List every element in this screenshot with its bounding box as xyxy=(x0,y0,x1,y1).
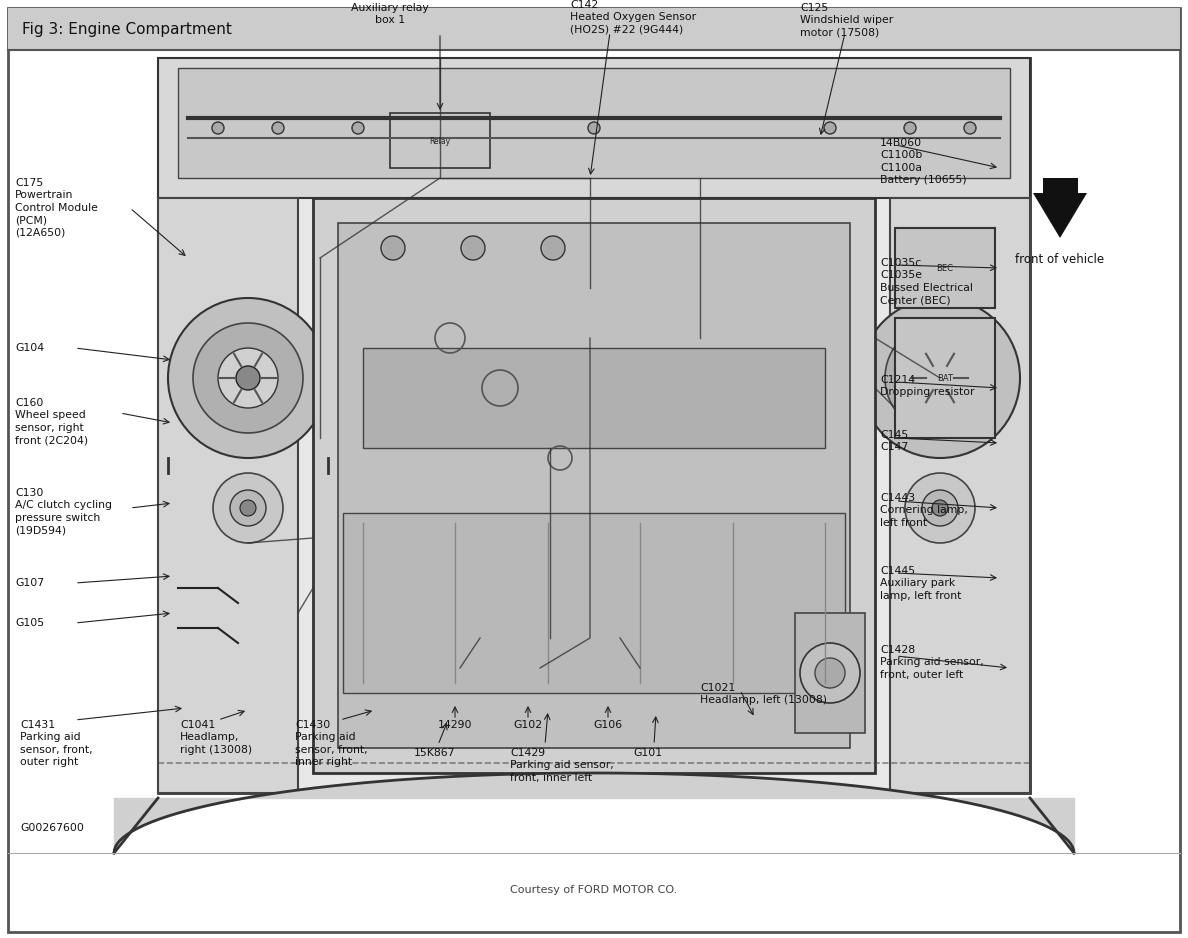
Text: G105: G105 xyxy=(15,618,44,628)
Text: C1431
Parking aid
sensor, front,
outer right: C1431 Parking aid sensor, front, outer r… xyxy=(20,720,93,767)
Text: 15K867: 15K867 xyxy=(415,748,456,758)
Circle shape xyxy=(211,122,225,134)
Text: C1445
Auxiliary park
lamp, left front: C1445 Auxiliary park lamp, left front xyxy=(880,566,961,601)
Text: BAT: BAT xyxy=(937,373,953,383)
FancyBboxPatch shape xyxy=(1043,178,1078,193)
Text: C1041
Headlamp,
right (13008): C1041 Headlamp, right (13008) xyxy=(181,720,252,755)
Text: G104: G104 xyxy=(15,343,44,353)
Text: C125
Windshield wiper
motor (17508): C125 Windshield wiper motor (17508) xyxy=(800,3,893,38)
Circle shape xyxy=(461,236,485,260)
Text: G106: G106 xyxy=(594,720,623,730)
Text: C130
A/C clutch cycling
pressure switch
(19D594): C130 A/C clutch cycling pressure switch … xyxy=(15,488,112,536)
Circle shape xyxy=(192,323,303,433)
Circle shape xyxy=(236,366,260,390)
Text: G107: G107 xyxy=(15,578,44,588)
Circle shape xyxy=(824,122,836,134)
Text: Courtesy of FORD MOTOR CO.: Courtesy of FORD MOTOR CO. xyxy=(511,885,677,895)
Circle shape xyxy=(213,473,283,543)
Text: G00267600: G00267600 xyxy=(20,823,84,833)
Circle shape xyxy=(815,658,845,688)
Text: Auxiliary relay
box 1: Auxiliary relay box 1 xyxy=(352,3,429,25)
Circle shape xyxy=(272,122,284,134)
Text: C1443
Cornering lamp,
left front: C1443 Cornering lamp, left front xyxy=(880,493,968,528)
FancyBboxPatch shape xyxy=(339,223,849,748)
Text: C1430
Parking aid
sensor, front,
inner right: C1430 Parking aid sensor, front, inner r… xyxy=(295,720,367,767)
Text: C145
C147: C145 C147 xyxy=(880,430,909,452)
Text: Relay: Relay xyxy=(429,137,450,145)
FancyBboxPatch shape xyxy=(895,228,996,308)
Circle shape xyxy=(904,122,916,134)
Circle shape xyxy=(933,500,948,516)
Text: C160
Wheel speed
sensor, right
front (2C204): C160 Wheel speed sensor, right front (2C… xyxy=(15,398,88,446)
Circle shape xyxy=(905,473,975,543)
Polygon shape xyxy=(890,198,1030,793)
FancyBboxPatch shape xyxy=(343,513,845,693)
Circle shape xyxy=(240,500,255,516)
Text: G102: G102 xyxy=(513,720,543,730)
FancyBboxPatch shape xyxy=(390,113,489,168)
Circle shape xyxy=(860,298,1020,458)
FancyBboxPatch shape xyxy=(158,58,1030,198)
Text: Fig 3: Engine Compartment: Fig 3: Engine Compartment xyxy=(23,22,232,37)
Circle shape xyxy=(541,236,565,260)
FancyBboxPatch shape xyxy=(8,8,1180,932)
Text: G101: G101 xyxy=(633,748,663,758)
FancyBboxPatch shape xyxy=(312,198,876,773)
Text: C1035c
C1035e
Bussed Electrical
Center (BEC): C1035c C1035e Bussed Electrical Center (… xyxy=(880,258,973,305)
Text: C142
Heated Oxygen Sensor
(HO2S) #22 (9G444): C142 Heated Oxygen Sensor (HO2S) #22 (9G… xyxy=(570,0,696,35)
Circle shape xyxy=(800,643,860,703)
Polygon shape xyxy=(1034,193,1087,238)
FancyBboxPatch shape xyxy=(895,318,996,438)
FancyBboxPatch shape xyxy=(178,68,1010,178)
FancyBboxPatch shape xyxy=(795,613,865,733)
Text: 14B060
C1100b
C1100a
Battery (10655): 14B060 C1100b C1100a Battery (10655) xyxy=(880,138,967,185)
Text: BEC: BEC xyxy=(936,264,954,273)
FancyBboxPatch shape xyxy=(158,58,1030,793)
Circle shape xyxy=(168,298,328,458)
Circle shape xyxy=(928,366,952,390)
Circle shape xyxy=(352,122,364,134)
Circle shape xyxy=(922,490,958,526)
Text: 14290: 14290 xyxy=(437,720,473,730)
Text: front of vehicle: front of vehicle xyxy=(1016,253,1105,266)
Text: C1021
Headlamp, left (13008): C1021 Headlamp, left (13008) xyxy=(700,683,827,705)
Circle shape xyxy=(885,323,996,433)
Text: C1428
Parking aid sensor,
front, outer left: C1428 Parking aid sensor, front, outer l… xyxy=(880,645,984,680)
Circle shape xyxy=(588,122,600,134)
Text: C1429
Parking aid sensor,
front, inner left: C1429 Parking aid sensor, front, inner l… xyxy=(510,748,614,783)
Circle shape xyxy=(963,122,977,134)
Text: C1214
Dropping resistor: C1214 Dropping resistor xyxy=(880,375,974,398)
Text: C175
Powertrain
Control Module
(PCM)
(12A650): C175 Powertrain Control Module (PCM) (12… xyxy=(15,178,97,237)
FancyBboxPatch shape xyxy=(8,8,1180,50)
FancyBboxPatch shape xyxy=(364,348,824,448)
Circle shape xyxy=(219,348,278,408)
Circle shape xyxy=(910,348,969,408)
Polygon shape xyxy=(158,198,298,793)
Circle shape xyxy=(230,490,266,526)
Circle shape xyxy=(381,236,405,260)
